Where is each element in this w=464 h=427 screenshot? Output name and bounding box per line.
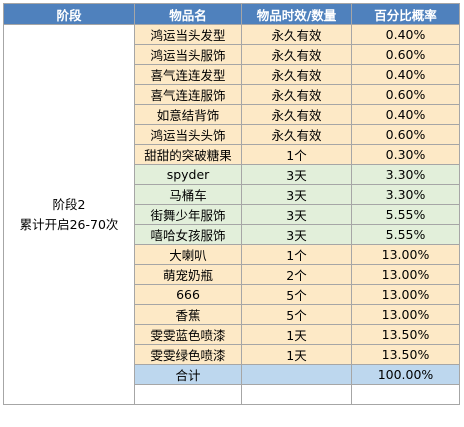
item-probability: 0.30% (351, 144, 460, 165)
item-probability: 0.60% (351, 44, 460, 65)
table-row: 如意结背饰 永久有效 0.40% (4, 104, 460, 125)
item-name: 大喇叭 (134, 244, 242, 265)
item-probability: 13.50% (351, 324, 460, 345)
item-name: 鸿运当头发型 (134, 24, 242, 45)
table-row: 萌宠奶瓶 2个 13.00% (4, 264, 460, 285)
item-duration: 1个 (241, 244, 352, 265)
item-name: 甜甜的突破糖果 (134, 144, 242, 165)
item-name: 雯雯绿色喷漆 (134, 344, 242, 365)
item-duration: 3天 (241, 164, 352, 185)
item-name: spyder (134, 164, 242, 185)
table-row: 街舞少年服饰 3天 5.55% (4, 204, 460, 225)
total-probability: 100.00% (351, 364, 460, 385)
table-row: 鸿运当头头饰 永久有效 0.60% (4, 124, 460, 145)
header-probability: 百分比概率 (351, 3, 460, 25)
table-row: 喜气连连发型 永久有效 0.40% (4, 64, 460, 85)
item-duration: 5个 (241, 284, 352, 305)
stage-cell: 阶段2 累计开启26-70次 (3, 24, 135, 405)
item-duration: 永久有效 (241, 24, 352, 45)
item-duration: 3天 (241, 204, 352, 225)
item-duration: 1天 (241, 344, 352, 365)
stage-name: 阶段2 (52, 196, 86, 212)
table-row: 鸿运当头服饰 永久有效 0.60% (4, 44, 460, 65)
item-probability: 0.60% (351, 84, 460, 105)
stage-range: 累计开启26-70次 (19, 216, 119, 232)
item-probability: 0.40% (351, 104, 460, 125)
table-row: 甜甜的突破糖果 1个 0.30% (4, 144, 460, 165)
table-row: 雯雯蓝色喷漆 1天 13.50% (4, 324, 460, 345)
total-row: 合计 100.00% (4, 364, 460, 385)
item-name: 马桶车 (134, 184, 242, 205)
table-row: 阶段2 累计开启26-70次 鸿运当头发型 永久有效 0.40% (3, 24, 460, 405)
item-name: 喜气连连发型 (134, 64, 242, 85)
table-row: 666 5个 13.00% (4, 284, 460, 305)
item-duration: 永久有效 (241, 84, 352, 105)
blank-row (4, 384, 460, 405)
item-probability: 0.60% (351, 124, 460, 145)
item-duration: 5个 (241, 304, 352, 325)
item-duration: 2个 (241, 264, 352, 285)
item-name: 喜气连连服饰 (134, 84, 242, 105)
item-name: 萌宠奶瓶 (134, 264, 242, 285)
table-row: 嘻哈女孩服饰 3天 5.55% (4, 224, 460, 245)
item-duration: 3天 (241, 184, 352, 205)
item-probability: 0.40% (351, 24, 460, 45)
item-name: 鸿运当头头饰 (134, 124, 242, 145)
item-probability: 13.00% (351, 284, 460, 305)
header-duration: 物品时效/数量 (241, 3, 352, 25)
total-duration (241, 364, 352, 385)
header-item: 物品名 (134, 3, 242, 25)
header-row: 阶段 物品名 物品时效/数量 百分比概率 (3, 3, 460, 25)
item-probability: 13.00% (351, 264, 460, 285)
item-duration: 1天 (241, 324, 352, 345)
item-name: 鸿运当头服饰 (134, 44, 242, 65)
item-name: 香蕉 (134, 304, 242, 325)
item-name: 如意结背饰 (134, 104, 242, 125)
item-probability: 5.55% (351, 224, 460, 245)
item-name: 街舞少年服饰 (134, 204, 242, 225)
item-name: 雯雯蓝色喷漆 (134, 324, 242, 345)
item-probability: 13.00% (351, 244, 460, 265)
item-name: 嘻哈女孩服饰 (134, 224, 242, 245)
item-duration: 永久有效 (241, 44, 352, 65)
item-probability: 13.50% (351, 344, 460, 365)
item-probability: 3.30% (351, 184, 460, 205)
probability-table: 阶段 物品名 物品时效/数量 百分比概率 阶段2 累计开启26-70次 鸿运当头… (3, 3, 460, 405)
table-row: 大喇叭 1个 13.00% (4, 244, 460, 265)
total-label: 合计 (134, 364, 242, 385)
item-duration: 永久有效 (241, 64, 352, 85)
blank-cell (351, 384, 460, 405)
item-duration: 永久有效 (241, 104, 352, 125)
blank-cell (241, 384, 352, 405)
header-stage: 阶段 (3, 3, 135, 25)
item-probability: 0.40% (351, 64, 460, 85)
item-duration: 永久有效 (241, 124, 352, 145)
table-row: 马桶车 3天 3.30% (4, 184, 460, 205)
item-probability: 13.00% (351, 304, 460, 325)
blank-cell (134, 384, 242, 405)
item-name: 666 (134, 284, 242, 305)
item-probability: 5.55% (351, 204, 460, 225)
item-duration: 3天 (241, 224, 352, 245)
item-probability: 3.30% (351, 164, 460, 185)
table-row: 香蕉 5个 13.00% (4, 304, 460, 325)
item-duration: 1个 (241, 144, 352, 165)
table-row: spyder 3天 3.30% (4, 164, 460, 185)
